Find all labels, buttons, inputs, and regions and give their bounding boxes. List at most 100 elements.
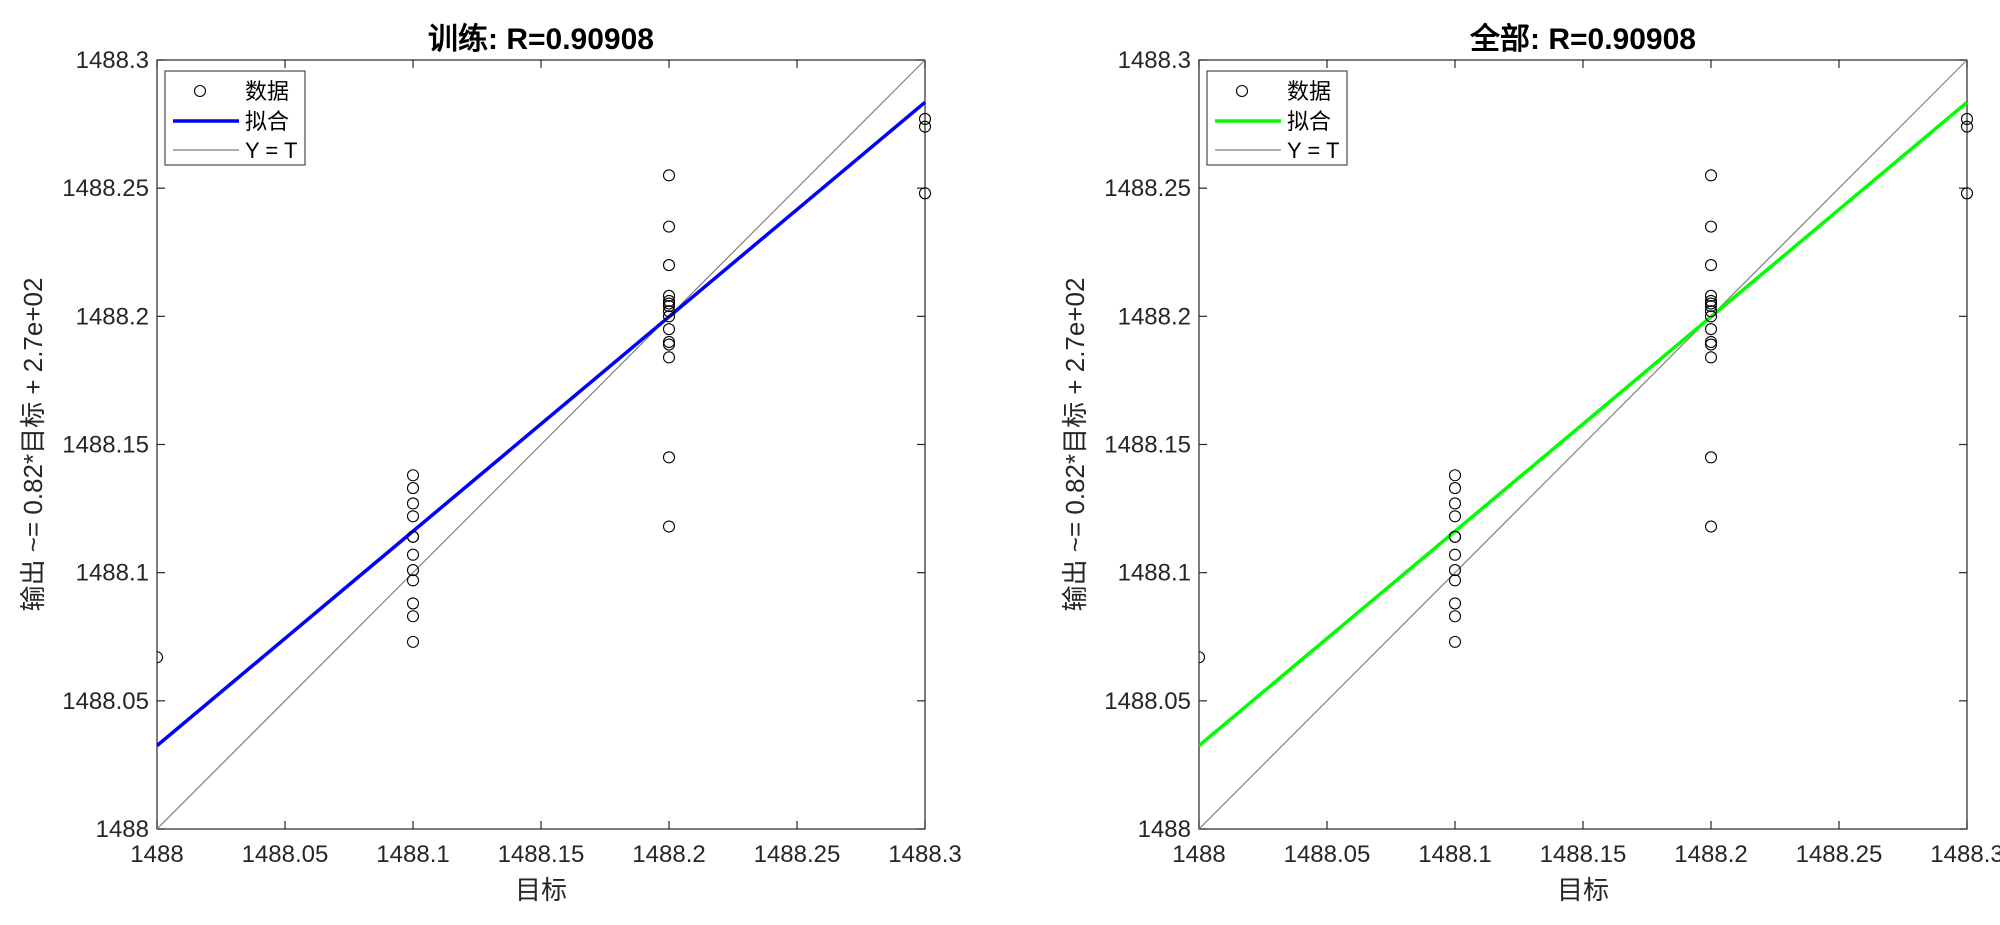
data-point: [157, 651, 164, 664]
data-point: [662, 220, 676, 233]
legend-label: 数据: [245, 79, 289, 104]
data-point: [406, 548, 420, 561]
data-point: [662, 451, 676, 464]
data-point: [1960, 112, 1974, 126]
legend-marker-data: [193, 84, 207, 98]
x-tick-label: 1488: [1172, 841, 1225, 868]
x-tick-label: 1488.25: [1796, 841, 1883, 868]
data-point: [1448, 482, 1462, 495]
x-axis-label: 目标: [1557, 875, 1609, 905]
data-point: [406, 497, 420, 510]
data-point: [662, 297, 676, 310]
data-point: [406, 564, 420, 577]
y-tick-label: 1488.05: [1104, 688, 1191, 715]
data-point: [1704, 338, 1718, 351]
data-point: [406, 597, 420, 610]
x-tick-label: 1488.3: [1930, 841, 2000, 868]
data-point: [406, 482, 420, 495]
data-point: [1199, 651, 1206, 664]
x-tick-label: 1488.1: [376, 841, 449, 868]
data-point: [1448, 635, 1462, 648]
y-tick-label: 1488: [1138, 816, 1191, 843]
data-point: [1448, 574, 1462, 587]
data-point: [1704, 289, 1718, 302]
data-point: [662, 310, 676, 323]
y-axis-label: 输出 ~= 0.82*目标 + 2.7e+02: [18, 278, 48, 612]
legend-box: [1206, 70, 1348, 166]
data-point: [662, 351, 676, 364]
identity-line: [1199, 59, 1968, 829]
legend-label: 拟合: [1287, 109, 1331, 134]
data-point: [1704, 305, 1718, 318]
y-tick-label: 1488: [96, 816, 149, 843]
y-tick-label: 1488.2: [76, 303, 149, 330]
identity-line: [157, 59, 926, 829]
data-point: [1704, 220, 1718, 233]
data-point: [1960, 187, 1974, 200]
y-tick-label: 1488.15: [1104, 432, 1191, 459]
y-tick-label: 1488.25: [62, 175, 149, 202]
data-point: [1960, 120, 1974, 133]
fit-line: [1199, 100, 1969, 748]
data-point: [406, 635, 420, 648]
data-point: [1448, 564, 1462, 577]
data-point: [662, 520, 676, 533]
chart-title: 全部: R=0.90908: [1469, 22, 1696, 56]
data-point: [918, 112, 932, 126]
y-tick-label: 1488.1: [1118, 560, 1191, 587]
x-tick-label: 1488.25: [754, 841, 841, 868]
data-point: [1448, 497, 1462, 510]
data-point: [662, 289, 676, 302]
data-point: [406, 510, 420, 523]
y-tick-label: 1488.15: [62, 432, 149, 459]
y-tick-label: 1488.3: [76, 47, 149, 74]
y-tick-label: 1488.05: [62, 688, 149, 715]
x-tick-label: 1488.15: [1540, 841, 1627, 868]
x-axis-label: 目标: [515, 875, 567, 905]
data-point: [662, 259, 676, 272]
data-point: [1704, 335, 1718, 349]
data-point: [1448, 548, 1462, 561]
x-tick-label: 1488.3: [888, 841, 961, 868]
data-point: [1704, 310, 1718, 323]
data-point: [662, 294, 676, 308]
y-tick-label: 1488.1: [76, 560, 149, 587]
data-point: [1704, 169, 1718, 182]
data-point: [1704, 520, 1718, 533]
plot-series: [157, 59, 932, 829]
legend-label: 数据: [1287, 79, 1331, 104]
data-point: [406, 610, 420, 623]
data-point: [662, 338, 676, 351]
data-point: [1448, 530, 1462, 543]
data-point: [1704, 300, 1718, 313]
y-tick-label: 1488.3: [1118, 47, 1191, 74]
data-point: [918, 120, 932, 133]
x-tick-label: 1488.2: [1674, 841, 1747, 868]
x-tick-label: 1488.05: [242, 841, 329, 868]
data-point: [662, 323, 676, 336]
x-tick-label: 1488: [130, 841, 183, 868]
y-tick-label: 1488.2: [1118, 303, 1191, 330]
data-point: [406, 469, 420, 482]
data-point: [662, 300, 676, 313]
data-point: [1704, 351, 1718, 364]
data-point: [1704, 323, 1718, 336]
data-point: [662, 305, 676, 318]
legend-label: Y = T: [1287, 138, 1339, 163]
data-point: [1704, 294, 1718, 308]
data-point: [1448, 469, 1462, 482]
legend-label: Y = T: [245, 138, 297, 163]
y-tick-label: 1488.25: [1104, 175, 1191, 202]
x-tick-label: 1488.15: [498, 841, 585, 868]
legend-marker-data: [1235, 84, 1249, 98]
plot-series: [1199, 59, 1974, 829]
data-point: [1704, 297, 1718, 310]
data-point: [918, 187, 932, 200]
data-point: [662, 335, 676, 349]
chart-title: 训练: R=0.90908: [428, 22, 654, 56]
chart-panel-1: 1488 1488.05 1488.1 1488.15 1488.2 1488.25 148…: [18, 22, 962, 905]
